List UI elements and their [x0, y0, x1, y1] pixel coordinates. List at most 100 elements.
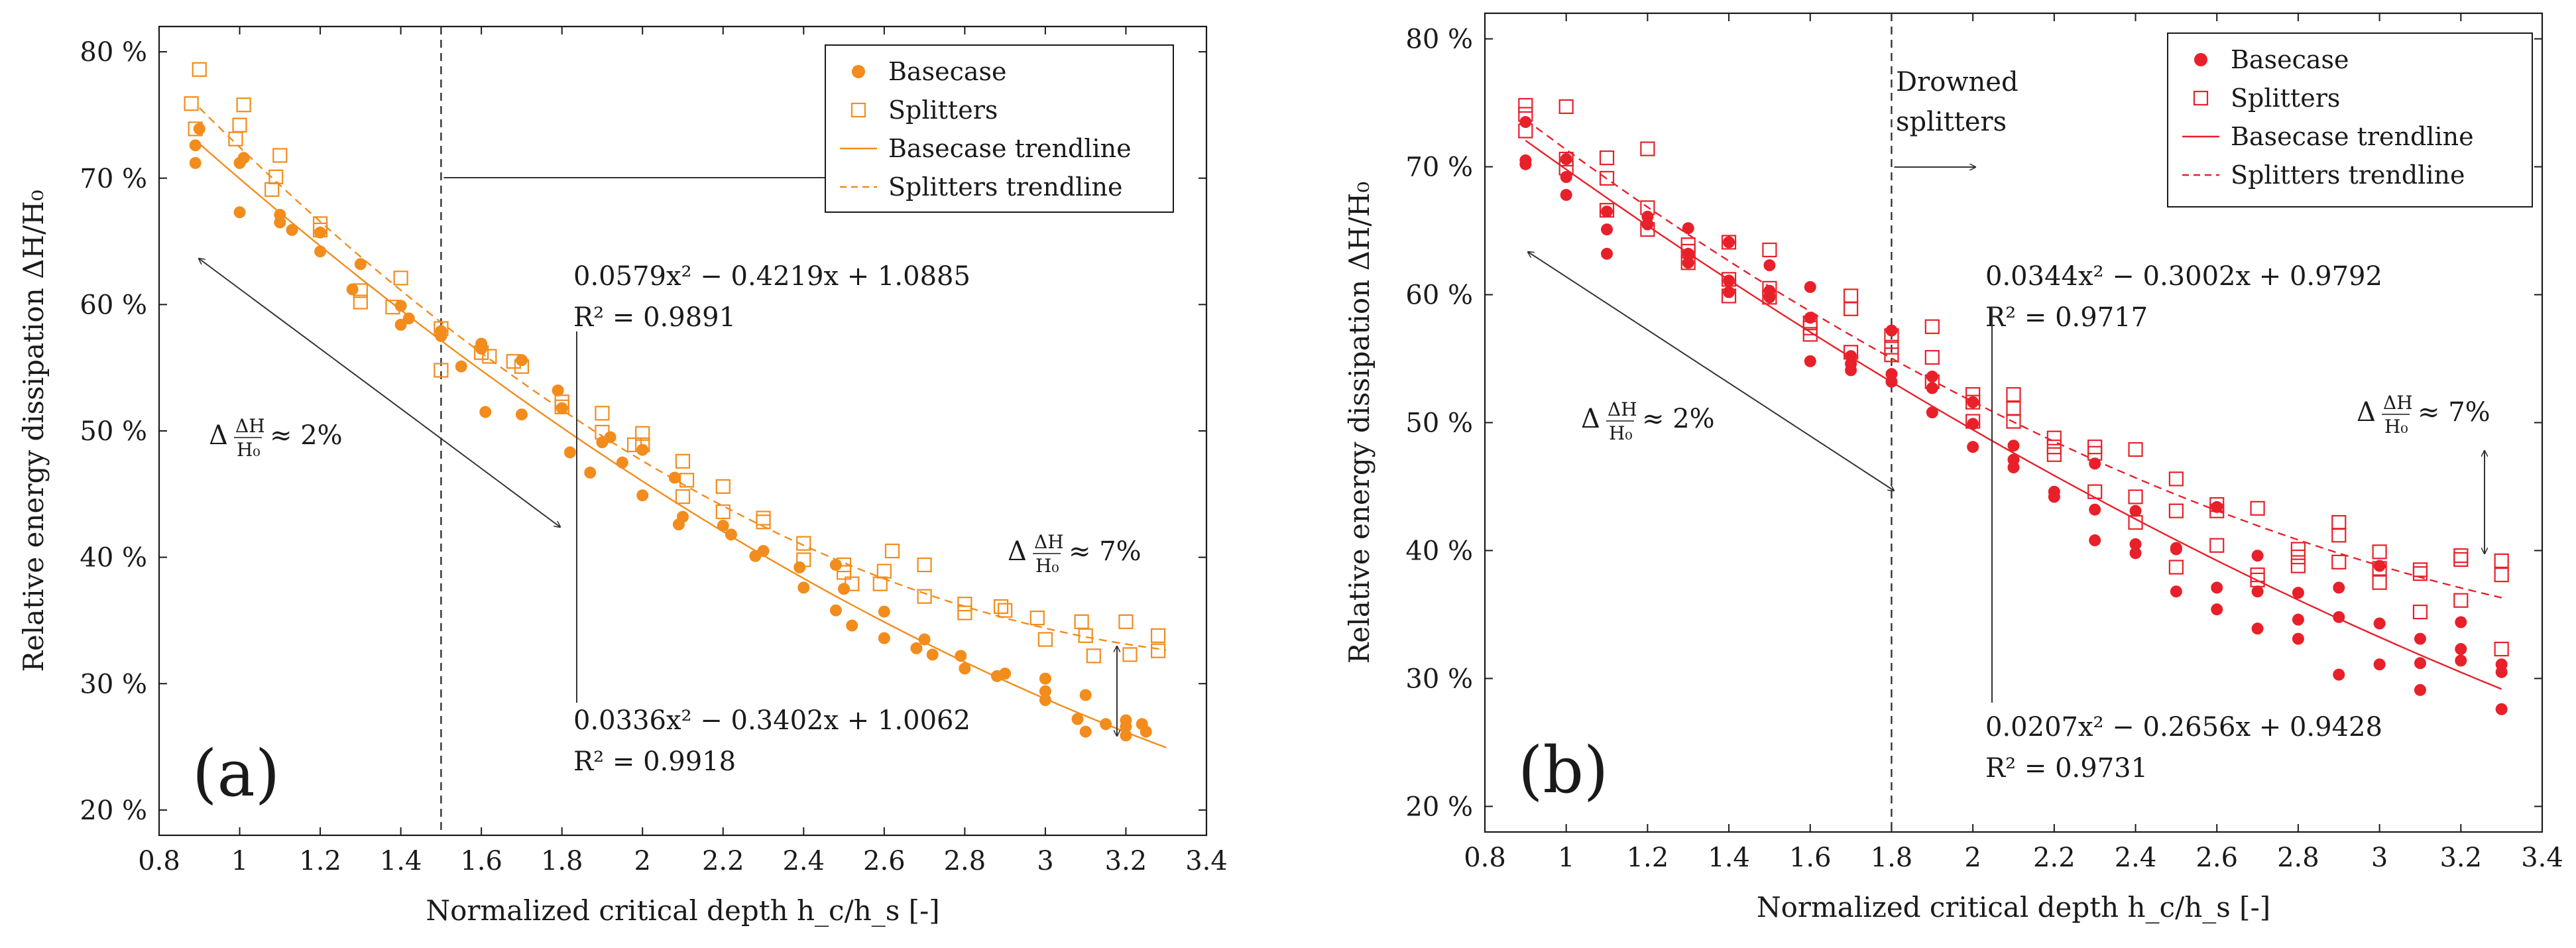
panel-a-splitters-point: [715, 504, 731, 520]
panel-b-basecase-point: [2495, 703, 2508, 715]
panel-a-legend-label: Basecase trendline: [888, 134, 1132, 163]
panel-a-splitters-point: [675, 453, 691, 469]
panel-a-ytick-label: 70 %: [80, 164, 147, 194]
panel-a-basecase-point: [189, 156, 202, 169]
panel-a-basecase-point: [757, 545, 770, 558]
panel-a-splitters-point: [836, 557, 852, 573]
panel-a-basecase-point: [636, 489, 649, 502]
panel-a-basecase-point: [797, 581, 810, 594]
panel-a-splitters-point: [626, 437, 642, 453]
panel-a-splitters-point: [957, 597, 972, 612]
panel-b-basecase-point: [1967, 396, 1979, 408]
panel-a-high-delta-frac-num: ΔH: [1034, 531, 1064, 553]
panel-a-splitters-trendline: [198, 107, 1167, 651]
panel-a-xtick-label: 2.4: [782, 846, 825, 876]
panel-b-panel-label: (b): [1518, 733, 1608, 807]
panel-b-splitters-point: [1558, 99, 1574, 114]
panel-a-basecase-point: [829, 559, 842, 571]
panel-a-y-axis-label: Relative energy dissipation ΔH/H₀: [17, 190, 50, 672]
panel-a-basecase-point: [959, 662, 971, 675]
panel-b-basecase-point: [2292, 587, 2304, 599]
panel-b-splitters-point: [2046, 447, 2062, 462]
panel-a-splitters-point: [264, 182, 280, 198]
panel-b-ytick-label: 20 %: [1405, 792, 1473, 822]
panel-a-basecase-point: [725, 528, 737, 541]
panel-b-splitters-point: [1640, 200, 1655, 215]
panel-a-splitters-point: [595, 406, 610, 421]
panel-a-splitters-point: [1086, 648, 1101, 664]
panel-b-basecase-point: [1763, 291, 1776, 304]
panel-a-basecase-point: [955, 650, 967, 662]
panel-b-splitters-point: [1558, 160, 1574, 176]
panel-a-xtick-label: 1.8: [541, 846, 583, 876]
panel-b-splitters-point: [2290, 558, 2306, 573]
panel-b-splitters-point: [2412, 566, 2428, 581]
panel-b-splitters-point: [2372, 575, 2387, 590]
panel-b-splitters-point: [2494, 641, 2509, 657]
panel-b-high-delta-value: ≈ 7%: [2418, 397, 2490, 428]
panel-b-basecase-point: [1519, 158, 1532, 170]
panel-b-xtick-label: 3.2: [2439, 843, 2482, 873]
panel-a-ytick-label: 50 %: [80, 416, 147, 447]
panel-b-splitters-point: [1599, 150, 1615, 166]
panel-a-basecase-point: [274, 216, 286, 229]
panel-a-xtick-label: 2: [634, 846, 651, 876]
panel-a-basecase-point: [846, 619, 858, 632]
panel-b-splitters-point: [1518, 123, 1533, 139]
panel-a-splitters-point: [232, 117, 247, 133]
panel-b-splitters-point: [1640, 141, 1655, 156]
panel-a-splitters-point: [188, 121, 203, 137]
panel-b-splitters-point: [2128, 514, 2143, 530]
panel-a-splitters-point: [957, 605, 972, 621]
panel-a-basecase-point: [237, 152, 250, 164]
panel-a-basecase-point: [1039, 672, 1051, 685]
panel-a-basecase-point: [668, 471, 681, 484]
panel-b-basecase-point: [1967, 441, 1979, 453]
panel-a-high-delta-prefix: Δ: [1008, 536, 1027, 567]
panel-a-basecase-point: [1120, 721, 1132, 733]
panel-a-legend-label: Splitters: [888, 95, 998, 125]
panel-b-basecase-point: [2414, 657, 2426, 670]
panel-b-splitters-trendline: [1525, 119, 2502, 599]
panel-a-splitters-point: [393, 270, 408, 286]
panel-b-splitters-point: [2128, 489, 2143, 504]
panel-b-splitters-point: [1844, 288, 1859, 304]
panel-b-xtick-label: 2: [1964, 843, 1981, 873]
panel-a-basecase-point: [402, 312, 415, 325]
panel-b-splitters-point: [2331, 554, 2347, 569]
panel-b-basecase-point: [2455, 643, 2467, 656]
panel-b-basecase-point: [2211, 603, 2223, 616]
panel-b-splitters-point: [2372, 544, 2387, 560]
panel-b-y-axis-label: Relative energy dissipation ΔH/H₀: [1343, 182, 1376, 664]
panel-b-splitters-point: [2087, 445, 2103, 461]
panel-a-xtick-label: 1.4: [380, 846, 422, 876]
panel-b-basecase-point: [2495, 666, 2508, 678]
panel-b-basecase-point: [2333, 668, 2345, 681]
panel-b-ytick-label: 80 %: [1405, 25, 1473, 55]
panel-b-ytick-label: 50 %: [1405, 408, 1473, 439]
panel-a-xtick-label: 2.8: [944, 846, 986, 876]
panel-a-basecase-point: [878, 632, 890, 644]
panel-b-basecase-point: [1641, 218, 1654, 231]
panel-b-xtick-label: 3.4: [2521, 843, 2563, 873]
panel-b-legend-splitters-marker: [2193, 90, 2209, 106]
panel-b-splitters-point: [2006, 401, 2021, 416]
panel-b-splitters-r2: R² = 0.9717: [1985, 302, 2148, 333]
panel-a-basecase-point: [479, 406, 492, 418]
panel-a-basecase-point: [910, 642, 923, 654]
panel-b-xtick-label: 3: [2371, 843, 2388, 873]
panel-a-basecase-point: [314, 226, 327, 239]
panel-a-diagonal-arrow: [199, 259, 560, 527]
panel-b-splitters-point: [1844, 301, 1859, 316]
panel-b-basecase-point: [2292, 613, 2304, 626]
panel-b-basecase-point: [1560, 189, 1572, 202]
panel-b-basecase-point: [2007, 440, 2020, 452]
panel-b-splitters-point: [1640, 222, 1655, 237]
panel-b-legend: Basecase Splitters Basecase trendline Split…: [2167, 32, 2533, 207]
panel-a-splitters-point: [1029, 611, 1045, 626]
panel-b-xtick-label: 0.8: [1464, 843, 1506, 873]
panel-b: 0.8 1 1.2 1.4 1.6 1.8 2 2.2 2.4 2.6 2.8 3 3.2 3.4 20 %…: [1343, 12, 2563, 923]
panel-b-splitters-point: [1965, 386, 1981, 402]
panel-b-x-axis-label: Normalized critical depth h_c/h_s [-]: [1757, 891, 2270, 923]
panel-a-xtick-label: 1: [231, 846, 248, 876]
